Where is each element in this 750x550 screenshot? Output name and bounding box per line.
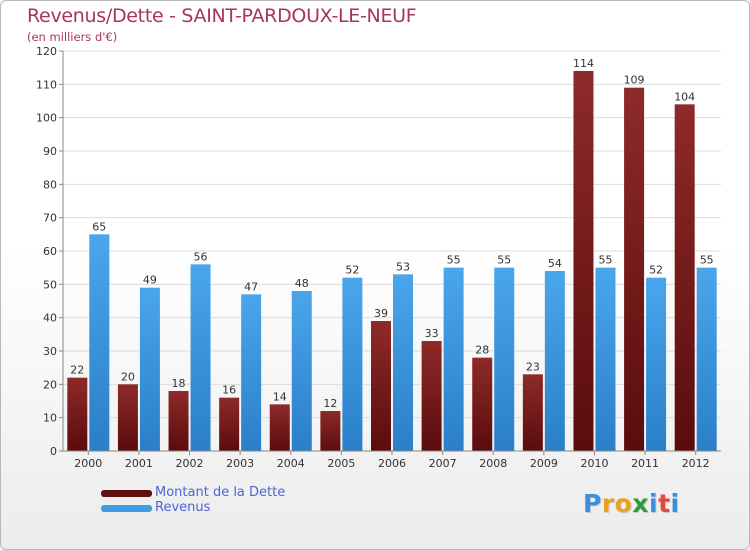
data-label-revenus: 48 [295,277,309,290]
x-tick-label: 2010 [580,457,608,470]
proxiti-logo: Proxiti [583,489,680,518]
data-label-dette: 109 [624,74,645,87]
data-label-revenus: 54 [548,257,562,270]
x-tick-label: 2006 [378,457,406,470]
bar-revenus [443,267,464,451]
x-tick-label: 2007 [429,457,457,470]
bar-revenus [393,274,413,451]
logo-letter: i [670,489,680,518]
chart-subtitle: (en milliers d'€) [27,30,118,44]
bar-dette [624,87,645,452]
bar-revenus [291,291,312,451]
x-tick-label: 2001 [125,457,153,470]
data-label-revenus: 47 [244,280,258,293]
y-tick-label: 110 [36,78,57,91]
bar-dette [674,104,695,451]
bar-dette [522,374,543,451]
data-label-revenus: 55 [598,254,612,267]
bar-dette [573,71,594,451]
legend-swatch-dette [101,490,152,497]
bar-dette [472,357,493,451]
data-label-dette: 12 [323,397,337,410]
bar-dette [219,397,240,451]
bar-revenus [494,267,515,451]
data-label-revenus: 52 [649,264,663,277]
x-tick-label: 2002 [176,457,204,470]
y-tick-label: 0 [50,445,57,458]
y-tick-label: 40 [43,312,57,325]
bar-revenus [342,277,363,451]
x-tick-label: 2011 [631,457,659,470]
data-label-dette: 20 [121,370,135,383]
x-tick-label: 2009 [530,457,558,470]
x-tick-label: 2012 [682,457,710,470]
x-tick-label: 2000 [74,457,102,470]
data-label-dette: 23 [526,360,540,373]
data-label-dette: 14 [273,390,287,403]
bar-dette [168,391,189,451]
data-label-dette: 39 [374,307,388,320]
bar-dette [67,377,88,451]
bar-revenus [139,287,160,451]
bar-dette [371,321,391,451]
y-tick-label: 30 [43,345,57,358]
data-label-dette: 28 [475,344,489,357]
bar-dette [421,341,442,451]
y-tick-label: 60 [43,245,57,258]
data-label-revenus: 56 [194,250,208,263]
y-tick-label: 120 [36,45,57,58]
data-label-revenus: 65 [92,220,106,233]
data-label-dette: 114 [573,57,594,70]
legend-swatch-revenus [101,505,152,512]
bar-dette [117,384,138,451]
bar-revenus [190,264,211,451]
bar-revenus [241,294,262,451]
data-label-dette: 33 [425,327,439,340]
data-label-revenus: 55 [447,254,461,267]
logo-letter: o [614,489,633,518]
logo-letter: P [583,489,602,518]
legend-label-dette: Montant de la Dette [155,485,286,500]
logo-letter: i [649,489,659,518]
y-tick-label: 10 [43,412,57,425]
data-label-revenus: 49 [143,274,157,287]
logo-letter: r [601,489,615,518]
data-label-dette: 22 [70,364,84,377]
chart-title: Revenus/Dette - SAINT-PARDOUX-LE-NEUF [27,5,417,27]
bar-dette [269,404,290,451]
x-tick-label: 2008 [479,457,507,470]
bar-dette [320,411,341,451]
bar-revenus [89,234,110,451]
bar-revenus [646,277,667,451]
data-label-revenus: 55 [700,254,714,267]
y-tick-label: 20 [43,378,57,391]
data-label-dette: 16 [222,384,236,397]
bar-revenus [595,267,616,451]
data-label-dette: 18 [172,377,186,390]
logo-letter: t [658,489,671,518]
data-label-revenus: 52 [345,264,359,277]
y-tick-label: 70 [43,212,57,225]
legend-label-revenus: Revenus [155,500,211,515]
data-label-revenus: 55 [497,254,511,267]
y-tick-label: 80 [43,178,57,191]
x-tick-label: 2003 [226,457,254,470]
y-tick-label: 90 [43,145,57,158]
y-tick-label: 100 [36,112,57,125]
x-tick-label: 2004 [277,457,305,470]
data-label-dette: 104 [674,90,695,103]
bar-revenus [696,267,717,451]
x-tick-label: 2005 [327,457,355,470]
logo-letter: x [632,489,649,518]
data-label-revenus: 53 [396,260,410,273]
y-tick-label: 50 [43,278,57,291]
bar-revenus [544,271,565,451]
